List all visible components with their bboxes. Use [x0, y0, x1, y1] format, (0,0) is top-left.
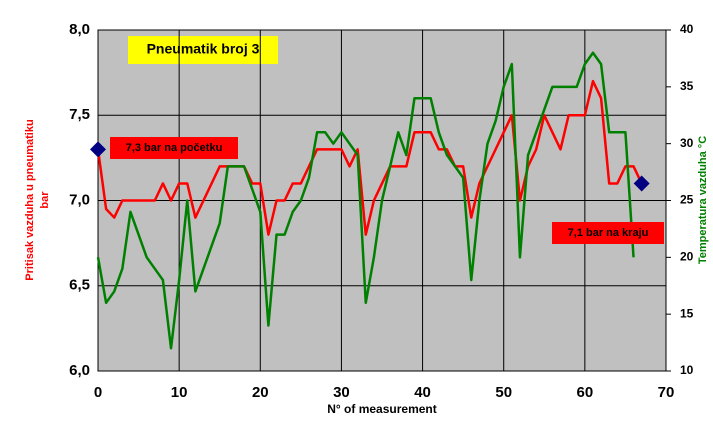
annotation-box [110, 137, 238, 159]
x-tick-label: 30 [333, 384, 350, 401]
y2-tick-label: 35 [680, 79, 694, 93]
highlight-marker [633, 175, 650, 192]
y2-tick-label: 20 [680, 250, 694, 264]
y2-axis-label: Temperatura vazduha °C [697, 136, 709, 264]
series-line [96, 51, 635, 350]
annotation: 7,3 bar na početku [126, 142, 223, 154]
y2-tick-label: 30 [680, 136, 694, 150]
y2-tick-label: 25 [680, 193, 694, 207]
x-tick-label: 10 [171, 384, 188, 401]
y-tick-label: 6,5 [69, 277, 90, 294]
x-tick-label: 20 [252, 384, 269, 401]
annotation: 7,1 bar na kraju [568, 227, 649, 239]
y2-tick-label: 15 [680, 306, 694, 320]
y-axis-label: Pritisak vazduha u pneumatiku [24, 119, 36, 280]
x-tick-label: 70 [658, 384, 675, 401]
y2-tick-label: 10 [680, 363, 694, 377]
title-box [128, 36, 278, 64]
x-tick-label: 0 [94, 384, 102, 401]
x-axis-label: N° of measurement [327, 402, 437, 416]
x-tick-label: 50 [495, 384, 512, 401]
y2-tick-label: 40 [680, 22, 694, 36]
x-tick-label: 40 [414, 384, 431, 401]
y-tick-label: 7,0 [69, 191, 90, 208]
y-axis-label: bar [39, 191, 51, 209]
x-tick-label: 60 [577, 384, 594, 401]
y-tick-label: 6,0 [69, 362, 90, 379]
annotation-box [552, 222, 664, 244]
y-tick-label: 7,5 [69, 106, 90, 123]
highlight-marker [90, 141, 106, 158]
chart-title: Pneumatik broj 3 [147, 41, 260, 57]
series-line [96, 79, 643, 236]
y-tick-label: 8,0 [69, 21, 90, 38]
